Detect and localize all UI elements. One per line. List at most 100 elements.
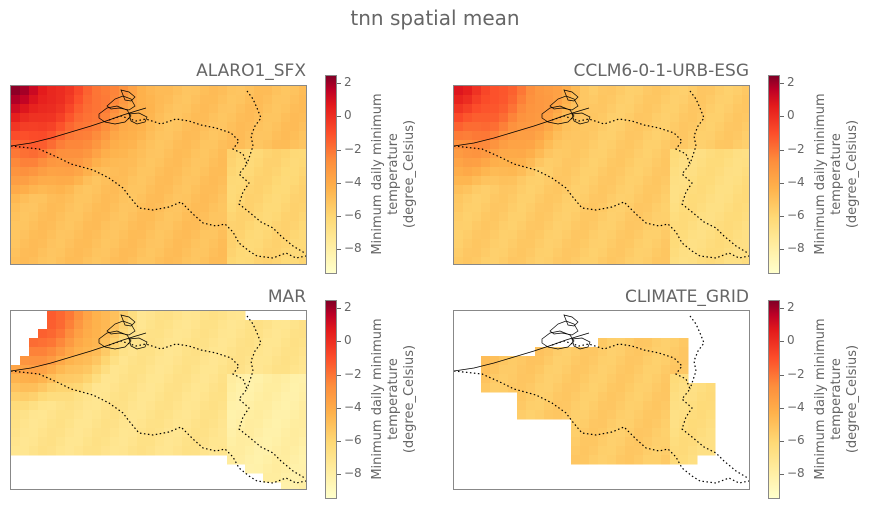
heatmap-cell [209, 149, 219, 159]
heatmap-cell [56, 446, 66, 456]
heatmap-cell [535, 374, 545, 384]
heatmap-cell [463, 104, 473, 114]
heatmap-cell [481, 86, 491, 96]
heatmap-cell [679, 86, 689, 96]
heatmap-cell [652, 194, 662, 204]
heatmap-cell [535, 230, 545, 240]
coastline [11, 107, 147, 147]
heatmap-cell [724, 230, 734, 240]
heatmap-cell [598, 176, 608, 186]
heatmap-cell [742, 221, 749, 231]
heatmap-cell [688, 113, 698, 123]
heatmap-cell [661, 338, 671, 348]
delta-outline [106, 95, 136, 111]
heatmap-cell [490, 383, 500, 393]
heatmap-cell [38, 203, 48, 213]
heatmap-cell [290, 401, 300, 411]
heatmap-cell [173, 311, 183, 321]
heatmap-cell [535, 140, 545, 150]
heatmap-cell [47, 212, 57, 222]
heatmap-cell [218, 401, 228, 411]
heatmap-cell [281, 338, 291, 348]
heatmap-cell [119, 365, 129, 375]
colorbar-tickmark [780, 341, 784, 343]
heatmap-cell [643, 86, 653, 96]
heatmap-cell [553, 365, 563, 375]
heatmap-cell [598, 212, 608, 222]
heatmap-cell [553, 140, 563, 150]
heatmap-cell [290, 320, 300, 330]
heatmap-cell [652, 167, 662, 177]
heatmap-cell [92, 140, 102, 150]
heatmap-cell [661, 248, 671, 258]
heatmap-cell [128, 104, 138, 114]
heatmap-cell [553, 86, 563, 96]
heatmap-cell [580, 383, 590, 393]
heatmap-cell [227, 131, 237, 141]
heatmap-cell [499, 176, 509, 186]
heatmap-cell [83, 104, 93, 114]
heatmap-cell [697, 419, 707, 429]
heatmap-cell [47, 401, 57, 411]
heatmap-cell [299, 131, 306, 141]
heatmap-cell [490, 140, 500, 150]
heatmap-cell [74, 419, 84, 429]
heatmap-cell [38, 122, 48, 132]
heatmap-cell [580, 122, 590, 132]
heatmap-cell [236, 203, 246, 213]
heatmap-cell [137, 212, 147, 222]
heatmap-cell [101, 446, 111, 456]
heatmap-cell [544, 122, 554, 132]
heatmap-cell [715, 167, 725, 177]
heatmap-cell [254, 464, 264, 474]
heatmap-cell [290, 410, 300, 420]
heatmap-cell [299, 383, 306, 393]
heatmap-cell [101, 392, 111, 402]
heatmap-cell [571, 221, 581, 231]
heatmap-cell [508, 221, 518, 231]
heatmap-cell [128, 158, 138, 168]
heatmap-cell [254, 365, 264, 375]
heatmap-cell [526, 140, 536, 150]
heatmap-cell [65, 185, 75, 195]
heatmap-cell [29, 122, 39, 132]
heatmap-cell [20, 131, 30, 141]
heatmap-cell [164, 338, 174, 348]
heatmap-cell [517, 194, 527, 204]
heatmap-cell [263, 338, 273, 348]
heatmap-cell [643, 338, 653, 348]
heatmap-cell [74, 185, 84, 195]
heatmap-cell [281, 410, 291, 420]
heatmap-cell [29, 149, 39, 159]
heatmap-cell [661, 158, 671, 168]
heatmap-cell [92, 437, 102, 447]
heatmap-cell [517, 365, 527, 375]
heatmap-cell [29, 230, 39, 240]
heatmap-cell [11, 392, 21, 402]
heatmap-cell [263, 122, 273, 132]
heatmap-cell [706, 230, 716, 240]
heatmap-cell [490, 122, 500, 132]
heatmap-cell [182, 356, 192, 366]
heatmap-cell [227, 203, 237, 213]
heatmap-cell [625, 392, 635, 402]
heatmap-cell [209, 212, 219, 222]
heatmap-cell [236, 257, 246, 264]
heatmap-cell [589, 455, 599, 465]
heatmap-cell [544, 365, 554, 375]
heatmap-cell [164, 176, 174, 186]
heatmap-cell [209, 374, 219, 384]
heatmap-cell [200, 185, 210, 195]
heatmap-cell [290, 383, 300, 393]
heatmap-cell [281, 140, 291, 150]
heatmap-cell [200, 194, 210, 204]
heatmap-cell [499, 131, 509, 141]
heatmap-cell [146, 104, 156, 114]
heatmap-cell [616, 194, 626, 204]
heatmap-cell [652, 257, 662, 264]
heatmap-cell [128, 383, 138, 393]
heatmap-cell [526, 86, 536, 96]
heatmap-cell [92, 158, 102, 168]
heatmap-cell [272, 248, 282, 258]
heatmap-cell [571, 203, 581, 213]
